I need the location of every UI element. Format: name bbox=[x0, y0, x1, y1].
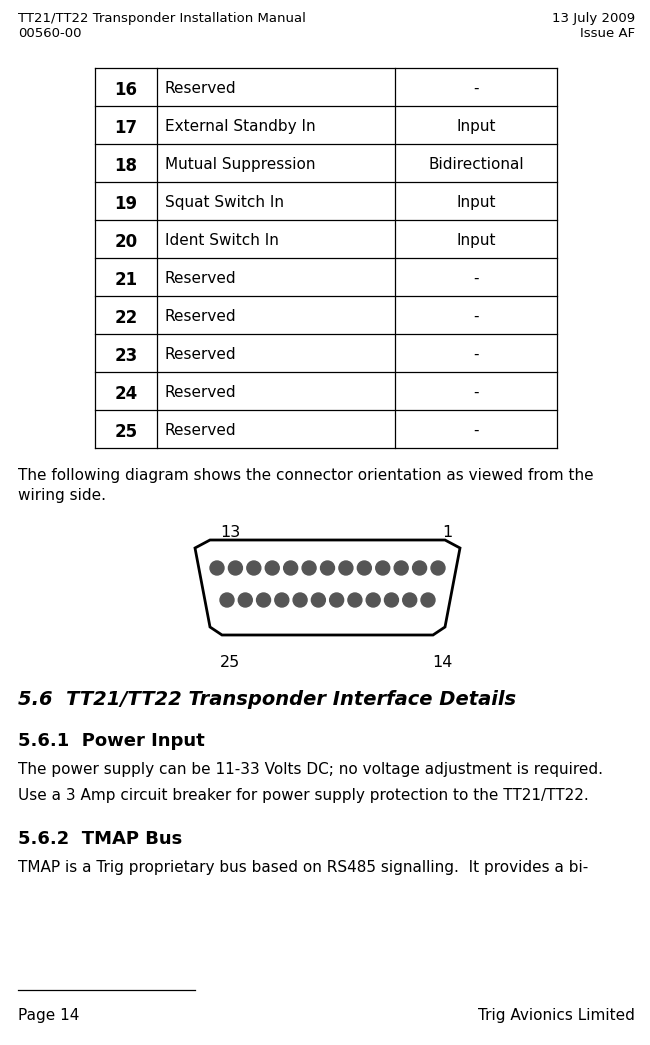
Text: Squat Switch In: Squat Switch In bbox=[165, 195, 284, 210]
Circle shape bbox=[431, 561, 445, 575]
Text: Mutual Suppression: Mutual Suppression bbox=[165, 157, 315, 172]
Text: Input: Input bbox=[456, 233, 496, 248]
Text: Ident Switch In: Ident Switch In bbox=[165, 233, 279, 248]
Circle shape bbox=[403, 593, 417, 607]
Text: wiring side.: wiring side. bbox=[18, 488, 106, 503]
Text: TMAP is a Trig proprietary bus based on RS485 signalling.  It provides a bi-: TMAP is a Trig proprietary bus based on … bbox=[18, 860, 588, 875]
Text: The power supply can be 11-33 Volts DC; no voltage adjustment is required.: The power supply can be 11-33 Volts DC; … bbox=[18, 762, 603, 777]
Circle shape bbox=[247, 561, 261, 575]
Circle shape bbox=[366, 593, 380, 607]
Circle shape bbox=[302, 561, 316, 575]
Text: Trig Avionics Limited: Trig Avionics Limited bbox=[478, 1008, 635, 1023]
Text: The following diagram shows the connector orientation as viewed from the: The following diagram shows the connecto… bbox=[18, 468, 593, 483]
Text: -: - bbox=[473, 385, 479, 400]
Circle shape bbox=[265, 561, 280, 575]
Circle shape bbox=[330, 593, 344, 607]
Circle shape bbox=[376, 561, 390, 575]
Text: -: - bbox=[473, 271, 479, 286]
Circle shape bbox=[275, 593, 289, 607]
Text: 5.6.1  Power Input: 5.6.1 Power Input bbox=[18, 732, 205, 750]
Text: 21: 21 bbox=[114, 271, 138, 289]
Text: -: - bbox=[473, 309, 479, 324]
Text: Reserved: Reserved bbox=[165, 423, 237, 438]
Text: 25: 25 bbox=[114, 423, 138, 441]
Text: 5.6.2  TMAP Bus: 5.6.2 TMAP Bus bbox=[18, 830, 182, 847]
Text: 5.6  TT21/TT22 Transponder Interface Details: 5.6 TT21/TT22 Transponder Interface Deta… bbox=[18, 690, 516, 709]
Circle shape bbox=[210, 561, 224, 575]
Circle shape bbox=[384, 593, 398, 607]
Text: 00560-00: 00560-00 bbox=[18, 27, 81, 40]
Text: -: - bbox=[473, 347, 479, 362]
Text: External Standby In: External Standby In bbox=[165, 119, 316, 134]
Text: 22: 22 bbox=[114, 309, 138, 327]
Text: 17: 17 bbox=[114, 119, 138, 137]
Text: 13 July 2009: 13 July 2009 bbox=[552, 11, 635, 25]
Circle shape bbox=[311, 593, 326, 607]
Circle shape bbox=[239, 593, 252, 607]
Text: 20: 20 bbox=[114, 233, 138, 251]
Text: -: - bbox=[473, 423, 479, 438]
Text: 14: 14 bbox=[433, 655, 453, 670]
Text: Bidirectional: Bidirectional bbox=[428, 157, 524, 172]
Text: Reserved: Reserved bbox=[165, 82, 237, 96]
Text: TT21/TT22 Transponder Installation Manual: TT21/TT22 Transponder Installation Manua… bbox=[18, 11, 306, 25]
Circle shape bbox=[394, 561, 408, 575]
Circle shape bbox=[283, 561, 298, 575]
Text: 18: 18 bbox=[114, 157, 138, 175]
Text: 23: 23 bbox=[114, 347, 138, 365]
Circle shape bbox=[320, 561, 335, 575]
Polygon shape bbox=[195, 540, 460, 635]
Circle shape bbox=[257, 593, 270, 607]
Text: 16: 16 bbox=[114, 82, 138, 99]
Text: 1: 1 bbox=[443, 525, 453, 540]
Circle shape bbox=[358, 561, 371, 575]
Text: Reserved: Reserved bbox=[165, 271, 237, 286]
Text: 13: 13 bbox=[220, 525, 240, 540]
Text: Issue AF: Issue AF bbox=[580, 27, 635, 40]
Text: 24: 24 bbox=[114, 385, 138, 403]
Text: Reserved: Reserved bbox=[165, 309, 237, 324]
Text: 19: 19 bbox=[114, 195, 138, 213]
Circle shape bbox=[228, 561, 242, 575]
Circle shape bbox=[220, 593, 234, 607]
Circle shape bbox=[421, 593, 435, 607]
Circle shape bbox=[348, 593, 362, 607]
Text: 25: 25 bbox=[220, 655, 240, 670]
Text: Input: Input bbox=[456, 195, 496, 210]
Text: Reserved: Reserved bbox=[165, 347, 237, 362]
Circle shape bbox=[293, 593, 307, 607]
Text: Page 14: Page 14 bbox=[18, 1008, 79, 1023]
Text: -: - bbox=[473, 82, 479, 96]
Text: Use a 3 Amp circuit breaker for power supply protection to the TT21/TT22.: Use a 3 Amp circuit breaker for power su… bbox=[18, 788, 589, 803]
Circle shape bbox=[339, 561, 353, 575]
Circle shape bbox=[413, 561, 426, 575]
Text: Reserved: Reserved bbox=[165, 385, 237, 400]
Text: Input: Input bbox=[456, 119, 496, 134]
